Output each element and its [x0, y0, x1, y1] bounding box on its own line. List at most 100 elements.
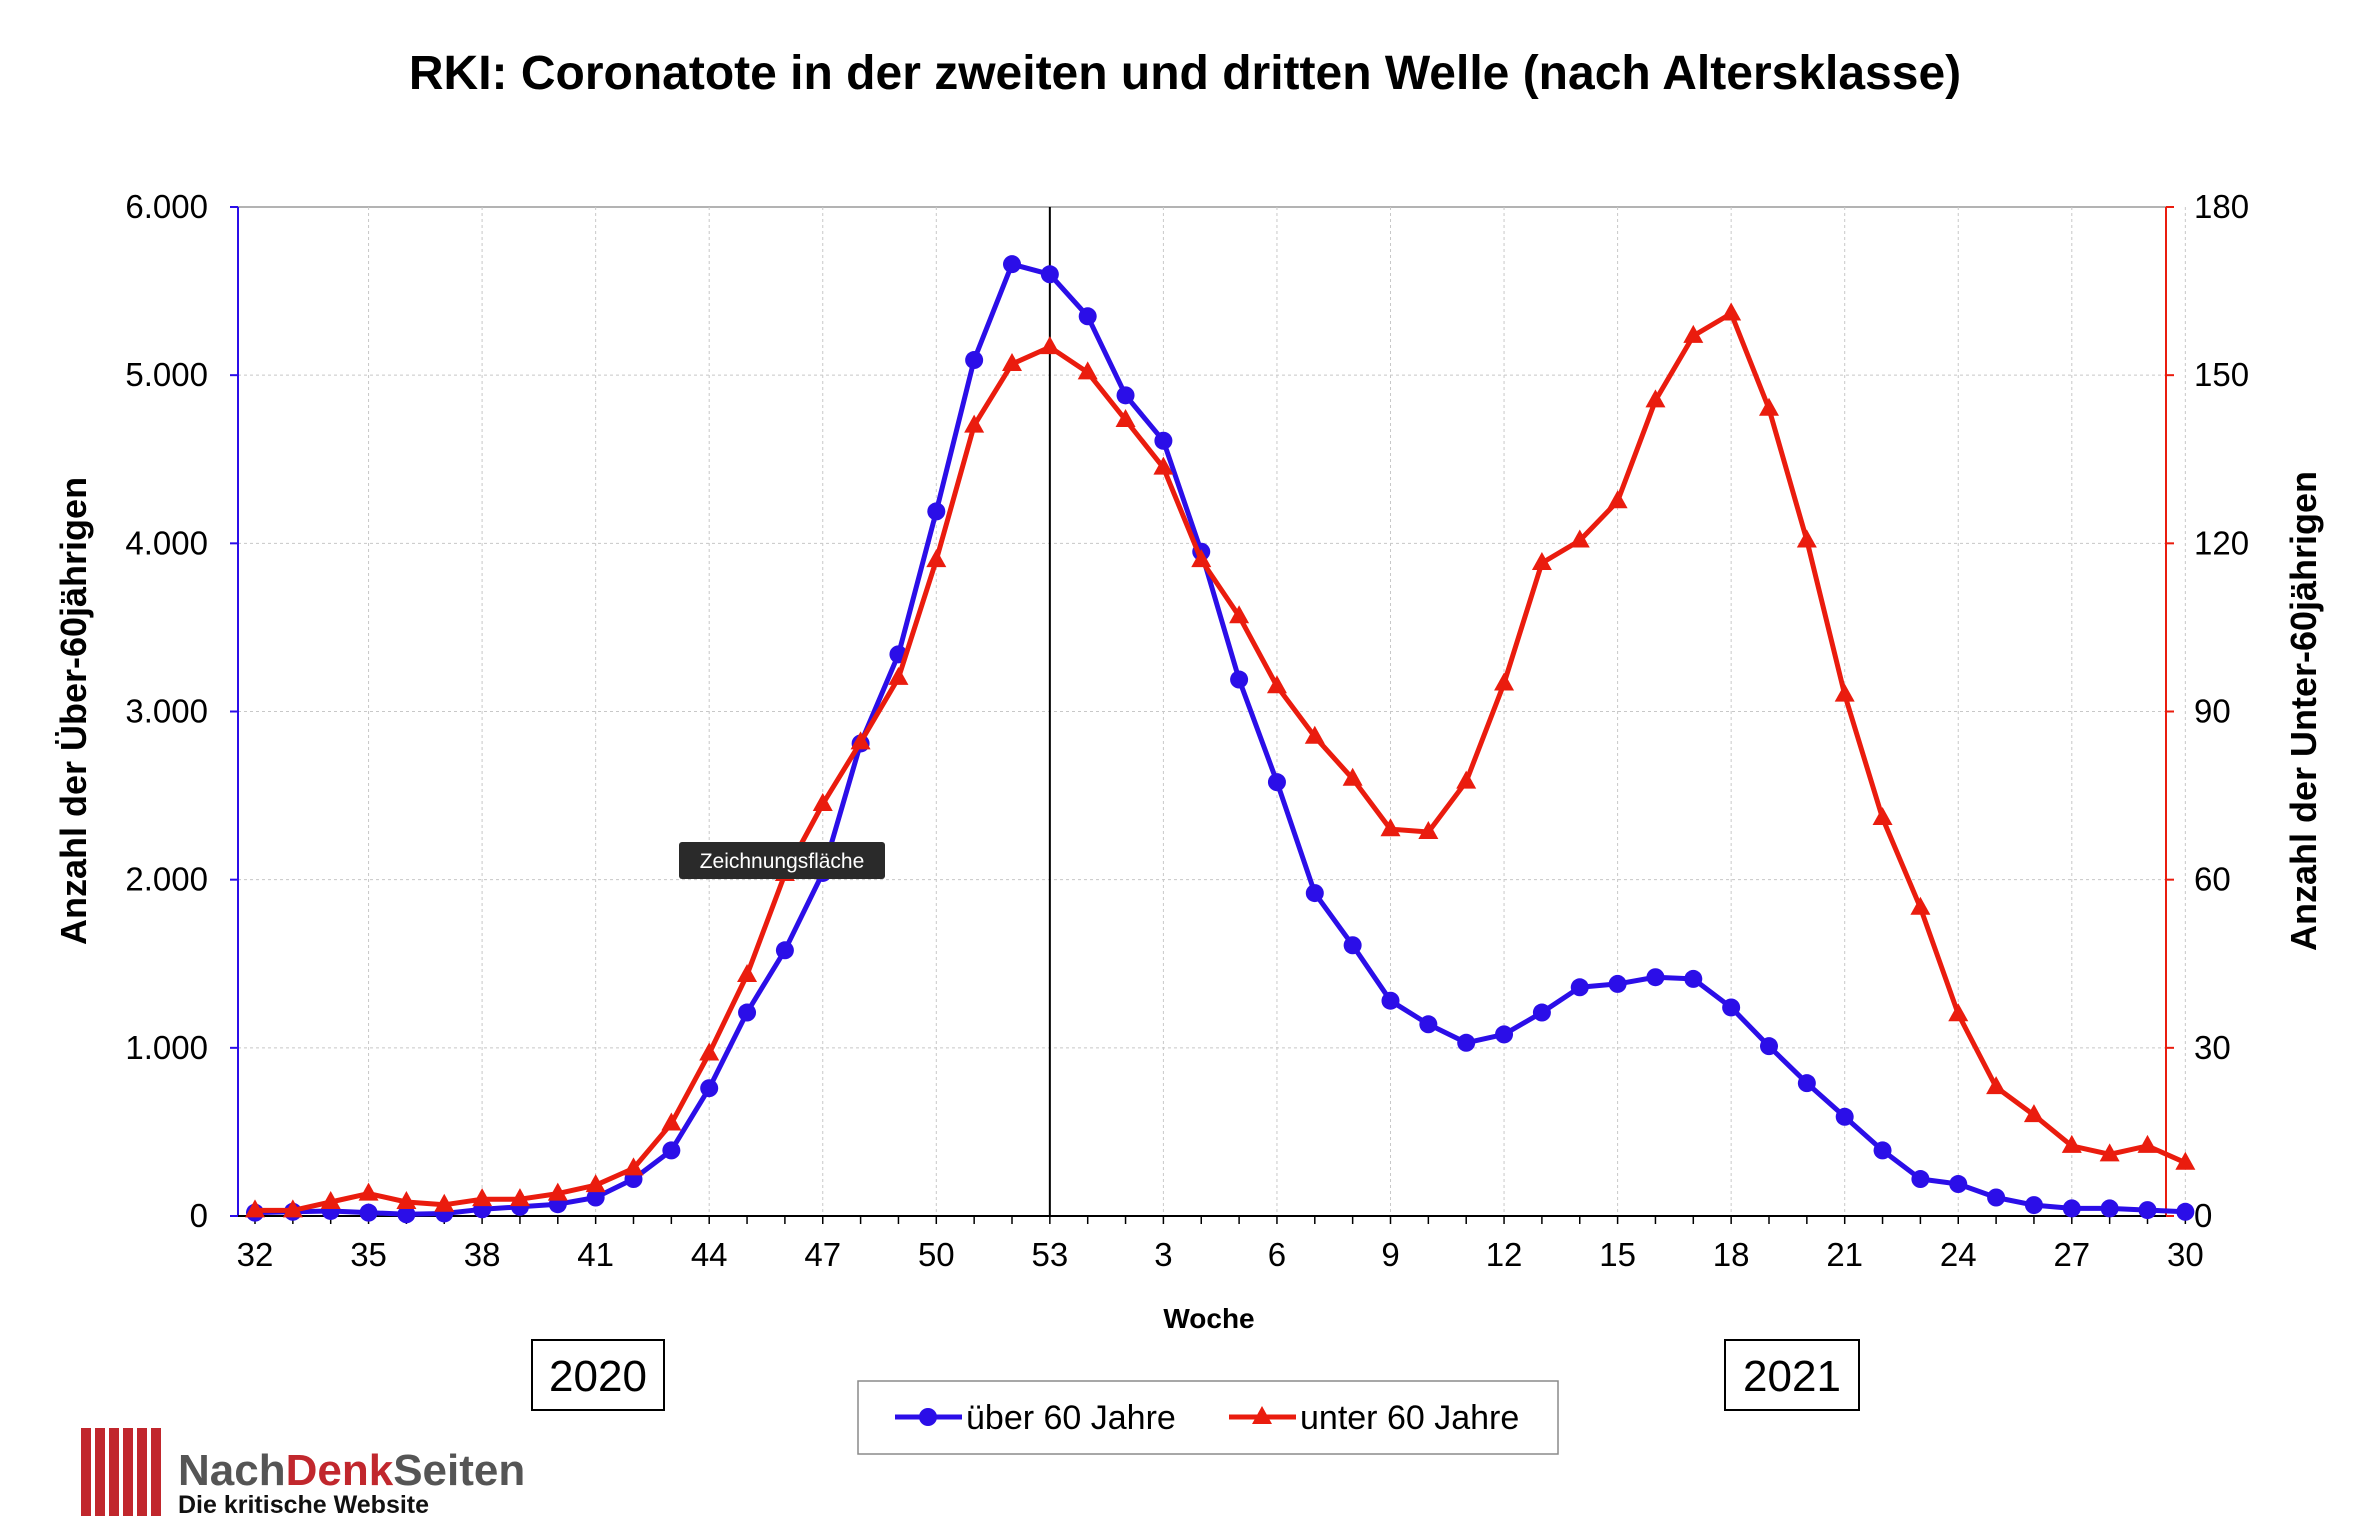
data-point	[1569, 529, 1590, 548]
legend-box	[857, 1380, 1559, 1455]
legend-marker-under-60	[1252, 1406, 1272, 1424]
x-tick-label: 32	[237, 1236, 274, 1273]
data-point	[509, 1188, 530, 1207]
series-over-60	[246, 255, 2195, 1224]
logo-tagline: Die kritische Website	[178, 1491, 429, 1519]
x-tick-label: 24	[1940, 1236, 1977, 1273]
data-point	[1418, 821, 1439, 840]
data-point	[700, 1079, 719, 1098]
data-point	[926, 549, 947, 568]
plot-area	[237, 206, 2186, 1217]
x-tick-label: 30	[2167, 1236, 2204, 1273]
data-point	[1267, 773, 1286, 792]
left-tick-label: 6.000	[125, 188, 208, 225]
left-tick-label: 2.000	[125, 861, 208, 898]
right-tick-label: 120	[2194, 524, 2249, 561]
data-point	[965, 351, 984, 370]
data-point	[662, 1141, 681, 1160]
data-point	[623, 1157, 644, 1176]
data-point	[2099, 1143, 2120, 1162]
data-point	[2023, 1104, 2044, 1123]
data-point	[1040, 265, 1059, 284]
x-tick-label: 53	[1031, 1236, 1068, 1273]
data-point	[775, 941, 794, 960]
x-tick-label: 47	[804, 1236, 841, 1273]
data-point	[472, 1188, 493, 1207]
legend-label-over-60: über 60 Jahre	[966, 1399, 1176, 1437]
data-point	[1986, 1076, 2007, 1095]
data-point	[1949, 1175, 1968, 1194]
year-label-2021-box: 2021	[1724, 1339, 1860, 1411]
series-line	[255, 311, 2187, 1213]
data-point	[1230, 670, 1249, 689]
x-tick-label: 38	[464, 1236, 501, 1273]
data-point	[2176, 1202, 2195, 1221]
right-axis-label: Anzahl der Unter-60jährigen	[2283, 471, 2324, 951]
data-point	[1759, 397, 1779, 416]
data-point	[1381, 991, 1400, 1010]
data-point	[1532, 1003, 1551, 1022]
data-point	[1304, 725, 1325, 744]
legend: über 60 Jahre unter 60 Jahre	[857, 1380, 1559, 1455]
left-tick-label: 0	[190, 1197, 208, 1234]
data-point	[1948, 1003, 1969, 1022]
right-tick-label: 150	[2194, 356, 2249, 393]
legend-marker-over-60	[919, 1408, 937, 1426]
left-axis-ticks: 0 1.000 2.000 3.000 4.000 5.000 6.000	[125, 188, 238, 1234]
data-point	[1380, 818, 1401, 837]
data-point	[1760, 1037, 1778, 1056]
x-tick-label: 21	[1826, 1236, 1863, 1273]
data-point	[1078, 307, 1097, 326]
data-point	[1987, 1188, 2006, 1207]
data-point	[547, 1182, 568, 1201]
year-label-2020-box: 2020	[531, 1339, 665, 1411]
logo: NachDenkSeiten Die kritische Website	[81, 1428, 525, 1519]
data-point	[1495, 1025, 1514, 1044]
chart-title: RKI: Coronatote in der zweiten und dritt…	[409, 47, 1961, 100]
data-point	[1721, 302, 1742, 321]
data-point	[1419, 1015, 1438, 1034]
data-point	[964, 414, 985, 433]
data-point	[2024, 1196, 2043, 1215]
x-tick-label: 27	[2053, 1236, 2090, 1273]
data-point	[586, 1188, 605, 1207]
right-tick-label: 60	[2194, 861, 2231, 898]
data-point	[1873, 1141, 1892, 1160]
data-point	[1646, 968, 1665, 987]
data-point	[2137, 1134, 2158, 1153]
data-point	[1910, 896, 1931, 915]
data-point	[850, 731, 871, 750]
year-label-2020: 2020	[549, 1352, 647, 1401]
left-tick-label: 5.000	[125, 356, 208, 393]
data-point	[397, 1205, 416, 1224]
x-tick-label: 9	[1381, 1236, 1399, 1273]
data-point	[1797, 1074, 1816, 1093]
data-point	[1872, 807, 1893, 826]
data-point	[699, 1042, 720, 1061]
left-tick-label: 3.000	[125, 693, 208, 730]
left-tick-label: 4.000	[125, 524, 208, 561]
data-point	[661, 1112, 682, 1131]
data-point	[585, 1174, 606, 1193]
logo-stripes-icon	[81, 1428, 161, 1516]
series-line	[254, 261, 2186, 1217]
x-tick-label: 41	[577, 1236, 614, 1273]
data-point	[738, 1003, 757, 1022]
data-point	[888, 666, 909, 685]
data-point	[1266, 675, 1287, 694]
series-layer	[245, 255, 2196, 1224]
x-tick-label: 12	[1486, 1236, 1523, 1273]
data-point	[1835, 1107, 1854, 1126]
series-under-60	[245, 302, 2196, 1218]
logo-wordmark: NachDenkSeiten	[178, 1446, 525, 1495]
data-point	[1911, 1170, 1930, 1189]
data-point	[434, 1193, 455, 1212]
data-point	[2138, 1201, 2157, 1220]
data-point	[1191, 549, 1212, 568]
right-tick-label: 180	[2194, 188, 2249, 225]
x-tick-label: 50	[918, 1236, 955, 1273]
data-point	[1003, 255, 1021, 274]
data-point	[1039, 336, 1060, 355]
data-point	[2062, 1199, 2081, 1218]
data-point	[320, 1190, 341, 1209]
